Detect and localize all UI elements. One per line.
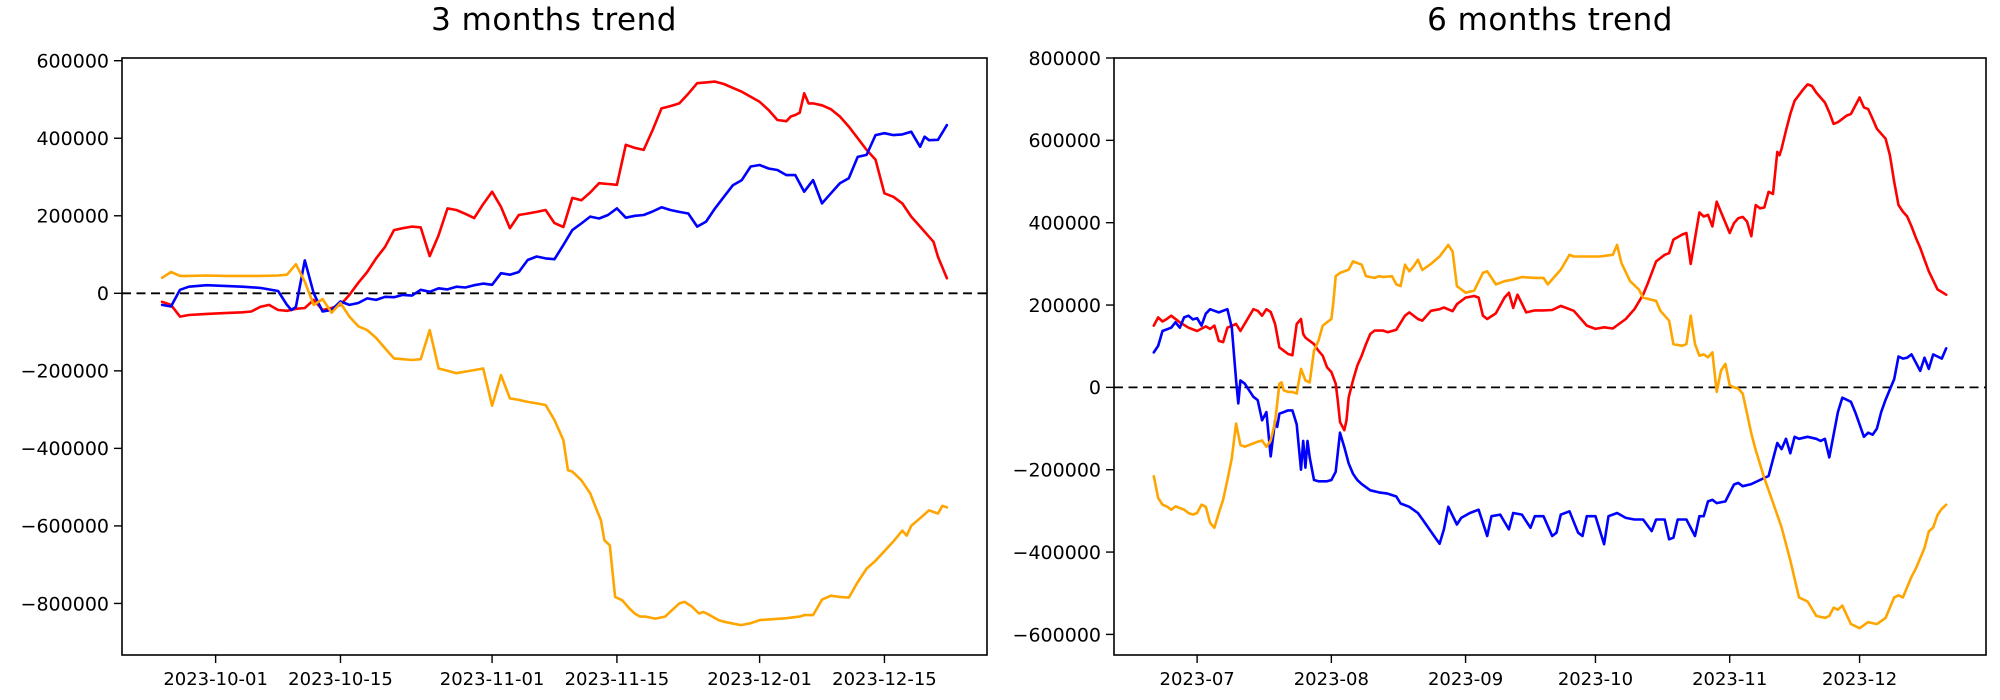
y-tick-label: 0 [97,283,109,305]
chart-title-3-months: 3 months trend [431,2,677,38]
x-tick-label: 2023-12-01 [707,669,812,690]
series-line-orange [160,262,949,627]
series-line-blue [160,123,949,313]
y-tick-label: −400000 [21,438,109,460]
y-tick-label: 200000 [36,206,109,228]
x-tick-label: 2023-12 [1822,669,1897,690]
axes-spines [121,57,988,656]
x-tick-label: 2023-10 [1558,669,1633,690]
x-tick-label: 2023-10-15 [288,669,393,690]
y-tick-label: 0 [1089,377,1101,399]
series-line-red [160,80,949,318]
y-tick-label: 600000 [36,51,109,73]
y-tick-label: −800000 [21,593,109,615]
y-tick-label: −600000 [21,516,109,538]
x-tick-label: 2023-07 [1160,669,1235,690]
chart-title-6-months: 6 months trend [1427,2,1673,38]
series-line-orange [1152,243,1948,630]
y-tick-label: −600000 [1013,624,1101,646]
x-tick-label: 2023-11-01 [440,669,545,690]
series-line-blue [1152,307,1948,546]
y-tick-label: 200000 [1028,295,1101,317]
x-tick-label: 2023-12-15 [832,669,937,690]
y-tick-label: 600000 [1028,130,1101,152]
x-tick-label: 2023-11 [1692,669,1767,690]
y-tick-label: −200000 [21,361,109,383]
axes-spines [1113,57,1987,656]
y-tick-label: 400000 [1028,213,1101,235]
y-tick-label: −400000 [1013,542,1101,564]
series-line-red [1152,83,1948,432]
x-tick-label: 2023-08 [1294,669,1369,690]
x-tick-label: 2023-11-15 [565,669,670,690]
y-tick-label: 400000 [36,128,109,150]
y-tick-label: −200000 [1013,460,1101,482]
x-tick-label: 2023-10-01 [163,669,268,690]
y-tick-label: 800000 [1028,48,1101,70]
x-tick-label: 2023-09 [1428,669,1503,690]
